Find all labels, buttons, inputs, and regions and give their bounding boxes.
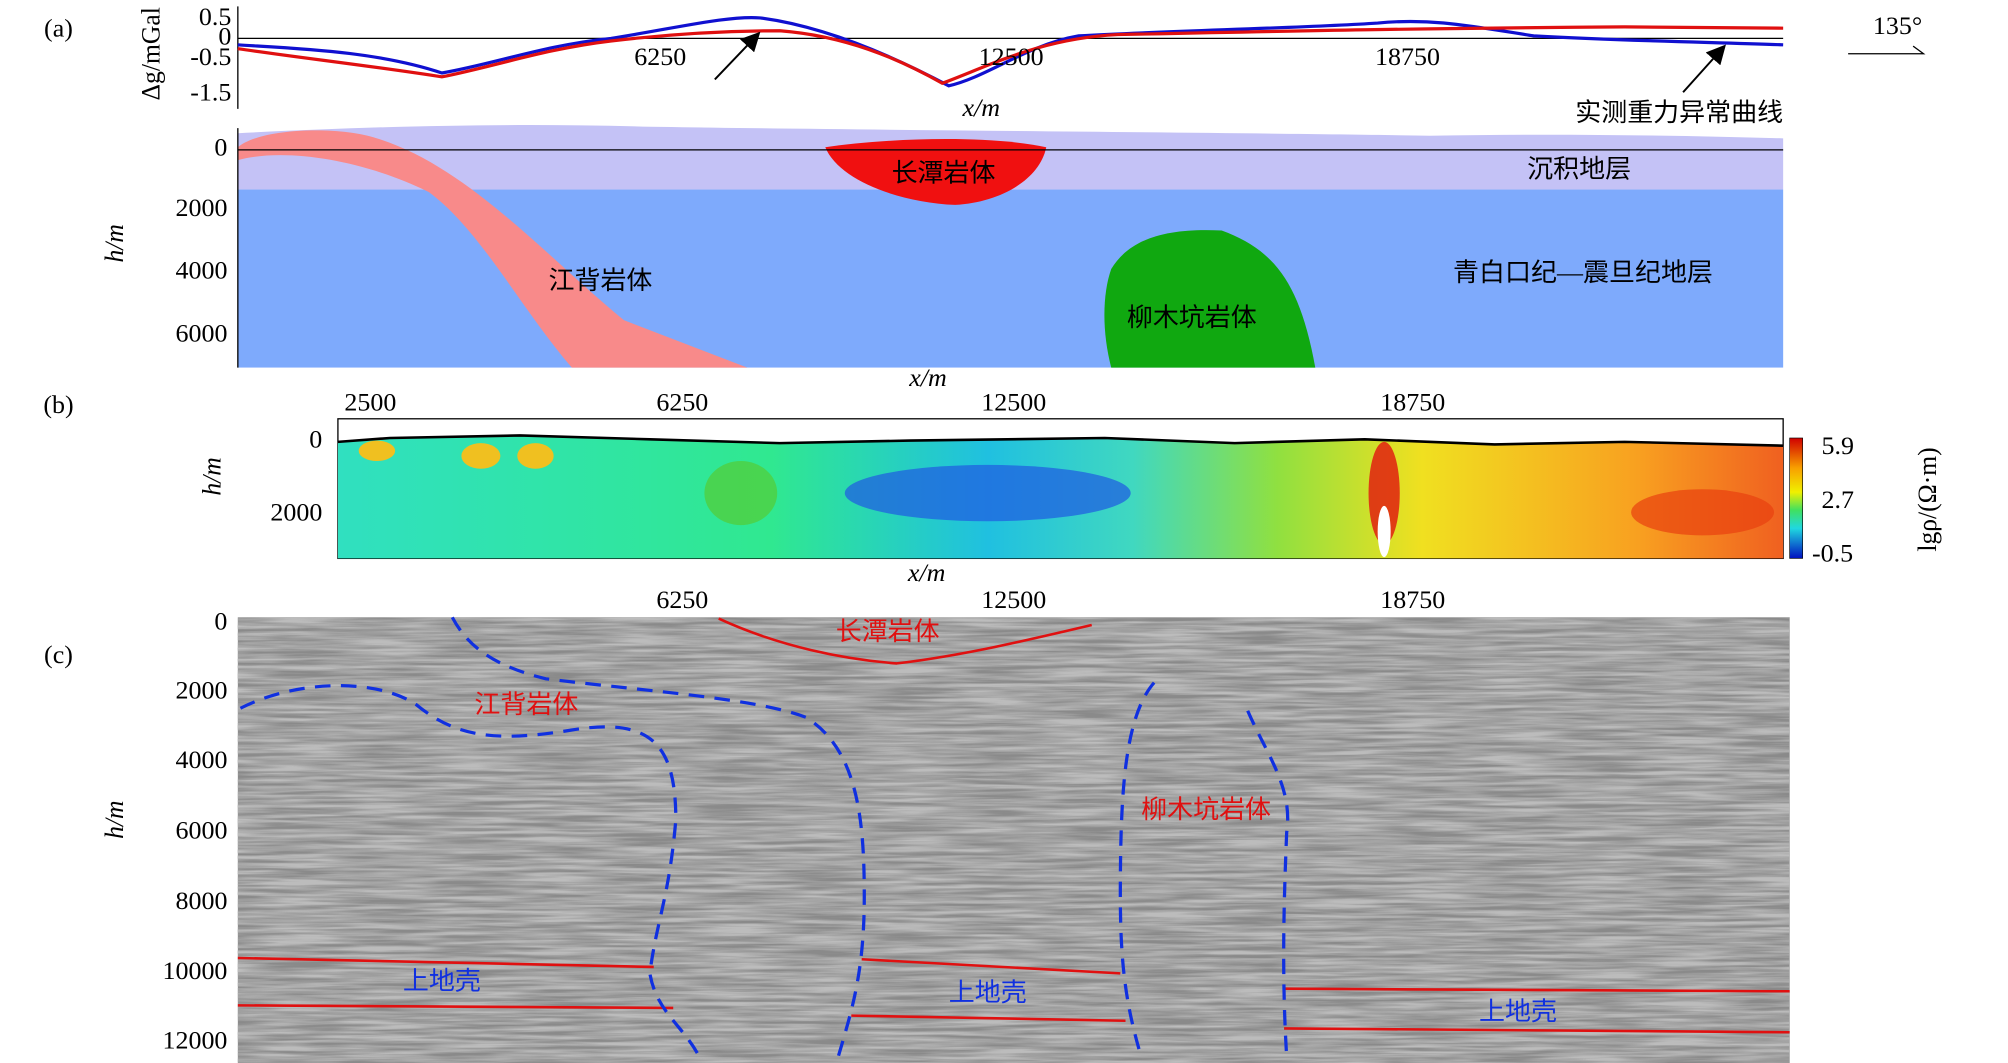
anomaly: [704, 461, 778, 526]
anomaly: [461, 443, 501, 469]
x-tick-label: 12500: [981, 388, 1046, 417]
unit-label: 江背岩体: [548, 266, 652, 295]
y-tick-label: 2000: [175, 676, 227, 705]
anomaly: [1368, 441, 1400, 545]
unit-label: 长潭岩体: [892, 159, 996, 188]
unit-label: 柳木坑岩体: [1141, 795, 1271, 824]
y-tick-label: 0: [218, 21, 231, 50]
anomaly: [1631, 489, 1775, 536]
crust-line: [1284, 1027, 1790, 1034]
x-axis-label: x/m: [961, 93, 1000, 122]
pluton-boundaries: [239, 616, 1290, 1058]
arrow: [1682, 44, 1726, 93]
azimuth-mark: [1848, 45, 1926, 55]
dashed-boundary: [1118, 681, 1156, 1058]
y-tick-label: 2000: [175, 193, 227, 222]
unit-label: 上地壳: [403, 967, 481, 996]
y-tick-label: 12000: [162, 1026, 227, 1055]
y-axis-label: Δg/mGal: [136, 7, 165, 100]
arrow: [714, 31, 761, 81]
x-tick-label: 18750: [1380, 388, 1445, 417]
azimuth: 135°: [1873, 11, 1922, 40]
low-resistivity-zone: [844, 464, 1131, 522]
crust-line: [237, 956, 654, 969]
colorbar-tick: 5.9: [1821, 431, 1853, 460]
y-tick-label: 6000: [175, 816, 227, 845]
x-tick-label: 2500: [344, 388, 396, 417]
topography: [337, 434, 1784, 447]
y-axis-label: h/m: [100, 800, 129, 838]
y-tick-label: 4000: [175, 256, 227, 285]
panel-label: (b): [43, 390, 73, 419]
y-tick-label: 6000: [175, 319, 227, 348]
y-axis-label: h/m: [197, 457, 226, 495]
dashed-boundary: [239, 684, 701, 1058]
unit-label: 柳木坑岩体: [1127, 303, 1257, 332]
anomaly: [358, 440, 396, 462]
unit-label: 长潭岩体: [836, 617, 940, 646]
y-tick-label: 0: [214, 133, 227, 162]
crust-line: [1284, 987, 1790, 993]
y-tick-label: 10000: [162, 956, 227, 985]
x-axis-label: x/m: [908, 363, 947, 392]
crust-line: [861, 957, 1121, 975]
x-tick-label: 12500: [981, 585, 1046, 614]
unit-label: 上地壳: [949, 978, 1027, 1007]
crust-line: [237, 1004, 674, 1010]
y-tick-label: 4000: [175, 745, 227, 774]
y-tick-label: 8000: [175, 886, 227, 915]
liumukeng-pluton: [1104, 230, 1316, 368]
boundary-line: [718, 617, 1093, 665]
panel-label: (a): [44, 14, 73, 43]
x-tick-label: 6250: [656, 388, 708, 417]
colorbar-label: lgρ/(Ω·m): [1913, 447, 1942, 551]
panel-label: (c): [44, 640, 73, 669]
x-tick-label: 18750: [1375, 42, 1440, 71]
unit-label: 上地壳: [1479, 997, 1557, 1026]
dashed-boundary: [1246, 710, 1290, 1057]
anomaly: [517, 443, 554, 469]
x-tick-label: 18750: [1380, 585, 1445, 614]
unit-label: 青白口纪—震旦纪地层: [1453, 258, 1713, 287]
crust-line: [851, 1014, 1126, 1023]
unit-label: 江背岩体: [474, 690, 578, 719]
changtan-pluton: [825, 139, 1047, 205]
calculated-curve: [237, 25, 1784, 86]
unit-label: 沉积地层: [1527, 155, 1631, 184]
y-tick-label: 0: [309, 425, 322, 454]
x-axis-label: x/m: [907, 558, 946, 587]
dashed-boundary: [450, 616, 866, 1058]
crust-lines: [237, 956, 1790, 1034]
y-tick-label: -1.5: [190, 78, 231, 107]
y-tick-label: -0.5: [190, 42, 231, 71]
anomaly: [1377, 505, 1391, 558]
colorbar-tick: 2.7: [1821, 485, 1854, 514]
x-tick-label: 12500: [979, 42, 1044, 71]
annotation: 实测重力异常曲线: [1575, 98, 1783, 127]
y-tick-label: 2000: [270, 498, 322, 527]
y-axis-label: h/m: [100, 224, 129, 262]
y-tick-label: 0: [214, 607, 227, 636]
y-tick-label: 0.5: [199, 2, 231, 31]
jiangbei-pluton: [237, 130, 748, 368]
x-tick-label: 6250: [656, 585, 708, 614]
colorbar-tick: -0.5: [1812, 539, 1853, 568]
x-tick-label: 6250: [634, 42, 686, 71]
colorbar: [1789, 437, 1803, 559]
